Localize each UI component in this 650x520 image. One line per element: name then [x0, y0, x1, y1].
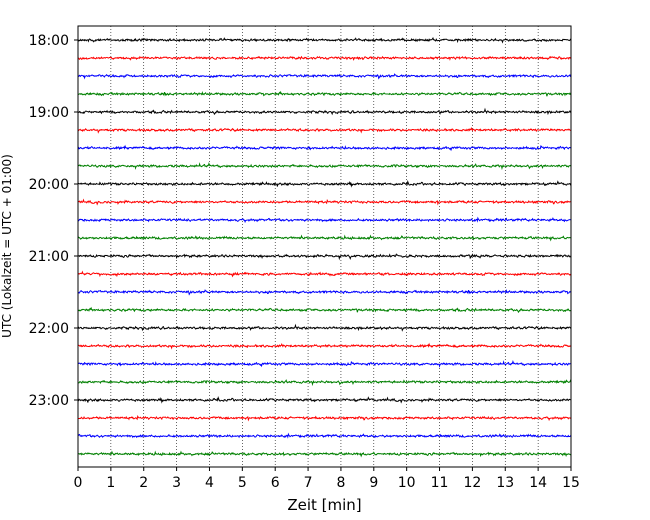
- x-tick-label: 12: [463, 475, 481, 491]
- x-tick-label: 11: [431, 475, 449, 491]
- x-tick-label: 1: [106, 475, 115, 491]
- plot-frame: [77, 25, 572, 468]
- x-axis-label: Zeit [min]: [287, 496, 361, 514]
- seismic-traces: [77, 36, 572, 458]
- x-tick-label: 10: [398, 475, 416, 491]
- seismic-trace: [77, 55, 572, 61]
- x-tick-label: 5: [238, 475, 247, 491]
- seismic-trace: [77, 360, 572, 368]
- seismic-trace: [77, 306, 572, 314]
- y-tick-label: 23:00: [29, 393, 69, 409]
- x-axis: 0 1 2 3 4 5 6 7 8 9 10 11 12 13 14 15: [74, 467, 580, 491]
- x-tick-label: 0: [74, 475, 83, 491]
- seismic-trace: [77, 36, 572, 44]
- y-axis: 18:00 19:00 20:00 21:00 22:00 23:00: [29, 33, 78, 409]
- seismic-trace: [77, 107, 572, 116]
- seismic-trace: [77, 288, 572, 296]
- x-tick-label: 13: [496, 475, 514, 491]
- seismic-trace: [77, 234, 572, 242]
- seismic-trace: [77, 342, 572, 350]
- seismic-trace: [77, 415, 572, 422]
- x-tick-label: 15: [562, 475, 580, 491]
- y-tick-label: 18:00: [29, 33, 69, 49]
- x-tick-label: 7: [304, 475, 313, 491]
- seismic-trace: [77, 73, 572, 80]
- seismic-trace: [77, 126, 572, 134]
- grid-lines: [110, 26, 539, 467]
- seismic-trace: [77, 450, 572, 458]
- seismic-trace: [77, 323, 572, 332]
- x-tick-label: 3: [172, 475, 181, 491]
- seismic-trace: [77, 216, 572, 224]
- y-tick-label: 20:00: [29, 177, 69, 193]
- x-tick-label: 9: [369, 475, 378, 491]
- seismic-trace: [77, 162, 572, 171]
- seismic-trace: [77, 396, 572, 404]
- seismic-trace: [77, 144, 572, 152]
- seismic-trace: [77, 198, 572, 206]
- seismic-trace: [77, 432, 572, 439]
- y-tick-label: 21:00: [29, 249, 69, 265]
- x-tick-label: 2: [139, 475, 148, 491]
- y-tick-label: 22:00: [29, 321, 69, 337]
- x-tick-label: 4: [205, 475, 214, 491]
- y-tick-label: 19:00: [29, 105, 69, 121]
- x-tick-label: 14: [529, 475, 547, 491]
- x-tick-label: 6: [271, 475, 280, 491]
- seismic-trace: [77, 379, 572, 387]
- seismic-trace: [77, 180, 572, 188]
- seismic-trace: [77, 90, 572, 97]
- seismic-trace: [77, 253, 572, 261]
- y-axis-label: UTC (Lokalzeit = UTC + 01:00): [0, 154, 14, 338]
- seismic-trace: [77, 270, 572, 278]
- x-tick-label: 8: [336, 475, 345, 491]
